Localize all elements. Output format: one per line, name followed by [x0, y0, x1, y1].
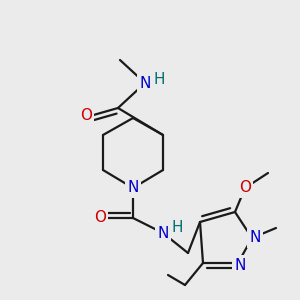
Text: O: O	[239, 181, 251, 196]
Text: N: N	[139, 76, 151, 91]
Text: N: N	[234, 257, 246, 272]
Text: N: N	[249, 230, 261, 245]
Text: H: H	[153, 71, 165, 86]
Text: O: O	[94, 211, 106, 226]
Text: N: N	[157, 226, 169, 241]
Text: H: H	[171, 220, 183, 236]
Text: N: N	[127, 181, 139, 196]
Text: O: O	[80, 109, 92, 124]
